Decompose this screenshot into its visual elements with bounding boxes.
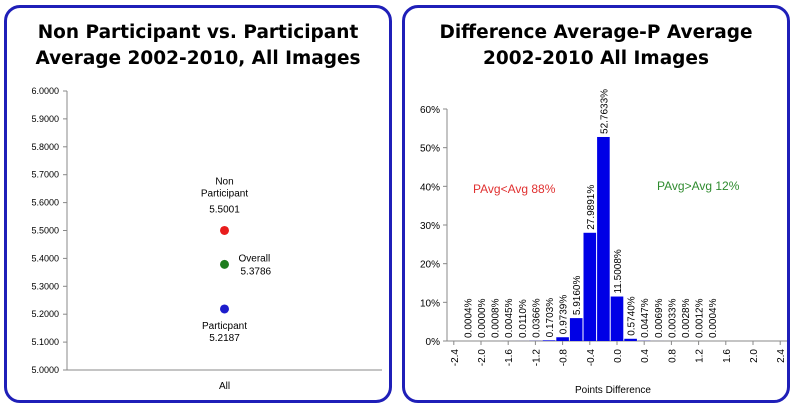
histogram-bar: [556, 337, 569, 341]
y-tick-label: 40%: [420, 182, 440, 193]
y-tick-label: 10%: [420, 298, 440, 309]
x-tick-label: 2.0: [749, 349, 760, 363]
bar-value-label: 0.0045%: [504, 298, 515, 338]
bar-value-label: 0.0012%: [695, 298, 706, 338]
y-tick-label: 5.4000: [31, 253, 59, 263]
x-category-label: All: [219, 381, 230, 392]
x-tick-label: 1.2: [695, 349, 706, 363]
data-point: [220, 259, 229, 269]
point-name-label: Participant: [201, 188, 248, 199]
annotation-left: PAvg<Avg 88%: [473, 182, 556, 196]
x-tick-label: -0.8: [559, 349, 570, 367]
x-tick-label: -2.4: [450, 349, 461, 367]
x-tick-label: -0.4: [586, 349, 597, 367]
bar-value-label: 0.0447%: [640, 298, 651, 338]
x-tick-label: 0.8: [667, 349, 678, 363]
y-tick-label: 5.3000: [31, 281, 59, 291]
bar-value-label: 27.9891%: [586, 185, 597, 230]
bar-value-label: 0.0004%: [463, 298, 474, 338]
bar-value-label: 0.9739%: [559, 295, 570, 335]
bar-value-label: 0.0008%: [491, 298, 502, 338]
y-tick-label: 5.6000: [31, 198, 59, 208]
histogram-bar: [624, 338, 637, 341]
point-name-label: Non: [215, 176, 233, 187]
point-name-label: Overall: [239, 253, 271, 264]
bar-value-label: 0.0004%: [708, 298, 719, 338]
left-title-line-1: Non Participant vs. Participant: [37, 22, 359, 43]
x-tick-label: 2.4: [776, 349, 787, 363]
bar-value-label: 0.1703%: [545, 298, 556, 338]
histogram-bar: [597, 136, 610, 341]
x-tick-label: -1.2: [531, 349, 542, 367]
histogram-bar: [610, 296, 624, 341]
x-tick-label: 1.6: [722, 349, 733, 363]
bar-value-label: 0.0033%: [667, 298, 678, 338]
left-title-line-2: Average 2002-2010, All Images: [35, 48, 361, 69]
point-value-label: 5.5001: [209, 204, 240, 215]
annotation-right: PAvg>Avg 12%: [657, 179, 740, 193]
y-tick-label: 60%: [420, 105, 440, 116]
y-tick-label: 5.1000: [31, 337, 59, 347]
x-tick-label: -2.0: [477, 349, 488, 367]
x-tick-label: 0.0: [613, 349, 624, 363]
bar-value-label: 11.5008%: [613, 249, 624, 293]
y-tick-label: 30%: [420, 221, 440, 232]
x-tick-label: -1.6: [504, 349, 515, 367]
bar-value-label: 52.7633%: [599, 89, 610, 134]
right-chart-panel: Difference Average-P Average 2002-2010 A…: [402, 5, 790, 403]
right-title-line-2: 2002-2010 All Images: [483, 48, 709, 69]
x-axis-title: Points Difference: [575, 385, 651, 396]
y-tick-label: 50%: [420, 144, 440, 155]
y-tick-label: 5.0000: [31, 365, 59, 375]
histogram-bar: [583, 232, 597, 341]
y-tick-label: 5.5000: [31, 226, 59, 236]
bar-value-label: 5.9160%: [572, 276, 583, 316]
bar-value-label: 0.0366%: [531, 298, 542, 338]
y-tick-label: 5.2000: [31, 309, 59, 319]
bar-value-label: 0.0069%: [654, 298, 665, 338]
point-value-label: 5.3786: [241, 266, 272, 277]
data-point: [220, 225, 229, 235]
y-tick-label: 5.9000: [31, 114, 59, 124]
left-chart-title: Non Participant vs. Participant Average …: [7, 20, 389, 72]
histogram-bar: [569, 318, 583, 341]
y-tick-label: 5.7000: [31, 170, 59, 180]
bar-value-label: 0.5740%: [627, 296, 638, 336]
y-tick-label: 5.8000: [31, 142, 59, 152]
y-tick-label: 6.0000: [31, 86, 59, 96]
point-name-label: Particpant: [202, 321, 247, 332]
left-chart-panel: Non Participant vs. Participant Average …: [4, 5, 392, 403]
bar-value-label: 0.0028%: [681, 298, 692, 338]
bar-value-label: 0.0000%: [477, 298, 488, 338]
right-chart-title: Difference Average-P Average 2002-2010 A…: [405, 20, 787, 72]
data-point: [220, 304, 229, 314]
left-chart-svg: 5.0000 5.1000 5.2000 5.3000 5.4000 5.5000 5.60…: [31, 86, 382, 392]
histogram-bar: [542, 340, 556, 341]
x-tick-label: 0.4: [640, 349, 651, 363]
right-chart-svg: 0% 10% 20% 30% 40% 50% 60% -2.4 -2.0 -1.6 -1.2 -0.8…: [420, 89, 787, 396]
y-tick-label: 0%: [426, 337, 441, 348]
bar-value-label: 0.0110%: [518, 299, 529, 338]
point-value-label: 5.2187: [209, 333, 240, 344]
right-title-line-1: Difference Average-P Average: [439, 22, 753, 43]
y-tick-label: 20%: [420, 260, 440, 271]
